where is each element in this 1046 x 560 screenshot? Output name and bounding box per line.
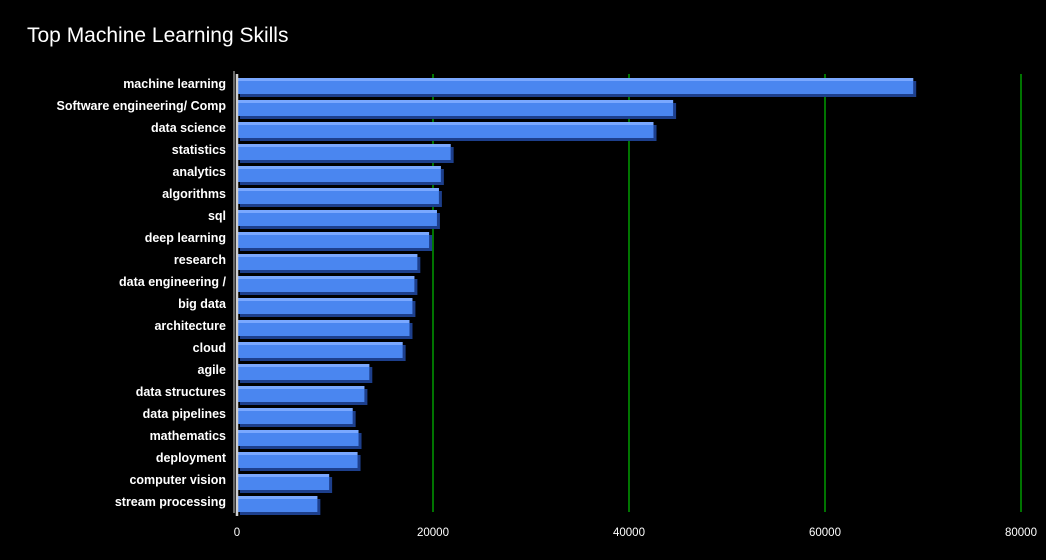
bar-highlight	[237, 188, 439, 191]
category-label: data science	[151, 121, 226, 135]
category-label: statistics	[172, 143, 226, 157]
bar-4	[237, 144, 454, 163]
bar-face	[237, 364, 370, 380]
category-label: stream processing	[115, 495, 226, 509]
bar-face	[237, 166, 441, 182]
category-label: mathematics	[150, 429, 226, 443]
bar-face	[237, 276, 415, 292]
category-label: computer vision	[129, 473, 226, 487]
bar-face	[237, 408, 353, 424]
bar-10	[237, 276, 418, 295]
bar-18	[237, 452, 361, 471]
bar-face	[237, 188, 439, 204]
chart-title: Top Machine Learning Skills	[27, 24, 289, 47]
category-label: agile	[198, 363, 227, 377]
category-label: data engineering /	[119, 275, 226, 289]
bar-highlight	[237, 342, 403, 345]
bar-highlight	[237, 166, 441, 169]
bar-face	[237, 452, 358, 468]
category-label: Software engineering/ Comp	[57, 99, 227, 113]
bar-13	[237, 342, 406, 361]
bar-face	[237, 210, 437, 226]
x-tick-label: 0	[234, 527, 240, 539]
bar-face	[237, 232, 430, 248]
bar-8	[237, 232, 433, 251]
category-label: architecture	[154, 319, 226, 333]
bar-highlight	[237, 78, 914, 81]
bar-2	[237, 100, 677, 119]
bar-highlight	[237, 430, 359, 433]
bar-9	[237, 254, 421, 273]
bar-face	[237, 298, 413, 314]
bar-face	[237, 254, 418, 270]
category-label: research	[174, 253, 226, 267]
bar-highlight	[237, 474, 330, 477]
bar-14	[237, 364, 373, 383]
bar-highlight	[237, 100, 674, 103]
bar-11	[237, 298, 416, 317]
bar-highlight	[237, 452, 358, 455]
bar-5	[237, 166, 444, 185]
bar-20	[237, 496, 321, 515]
bar-16	[237, 408, 356, 427]
bar-face	[237, 144, 451, 160]
bar-7	[237, 210, 440, 229]
category-label: cloud	[193, 341, 226, 355]
x-tick-label: 60000	[809, 527, 841, 539]
bar-highlight	[237, 210, 437, 213]
bar-12	[237, 320, 413, 339]
bar-face	[237, 320, 410, 336]
axes	[233, 71, 239, 516]
category-label: algorithms	[162, 187, 226, 201]
bar-highlight	[237, 232, 430, 235]
bar-face	[237, 430, 359, 446]
bar-face	[237, 386, 365, 402]
bar-3	[237, 122, 657, 141]
category-label: machine learning	[123, 77, 226, 91]
bar-6	[237, 188, 442, 207]
bars	[237, 78, 917, 515]
bar-face	[237, 342, 403, 358]
category-label: data pipelines	[143, 407, 226, 421]
category-label: sql	[208, 209, 226, 223]
bar-19	[237, 474, 333, 493]
bar-highlight	[237, 122, 654, 125]
category-label: deep learning	[145, 231, 226, 245]
bar-face	[237, 78, 914, 94]
bar-1	[237, 78, 917, 97]
bar-highlight	[237, 320, 410, 323]
bar-15	[237, 386, 368, 405]
bar-highlight	[237, 144, 451, 147]
category-labels: machine learning Software engineering/ Co…	[57, 77, 228, 509]
x-tick-label: 40000	[613, 527, 645, 539]
bar-highlight	[237, 496, 318, 499]
x-tick-label: 80000	[1005, 527, 1037, 539]
x-tick-label: 20000	[417, 527, 449, 539]
bar-highlight	[237, 276, 415, 279]
category-label: analytics	[172, 165, 226, 179]
bar-highlight	[237, 298, 413, 301]
bar-face	[237, 496, 318, 512]
category-label: big data	[178, 297, 227, 311]
category-label: data structures	[136, 385, 226, 399]
category-label: deployment	[156, 451, 227, 465]
bar-face	[237, 100, 674, 116]
bar-highlight	[237, 386, 365, 389]
bar-highlight	[237, 254, 418, 257]
bar-17	[237, 430, 362, 449]
bar-face	[237, 122, 654, 138]
x-tick-labels: 0 20000 40000 60000 80000	[234, 527, 1037, 539]
bar-highlight	[237, 364, 370, 367]
bar-highlight	[237, 408, 353, 411]
bar-face	[237, 474, 330, 490]
